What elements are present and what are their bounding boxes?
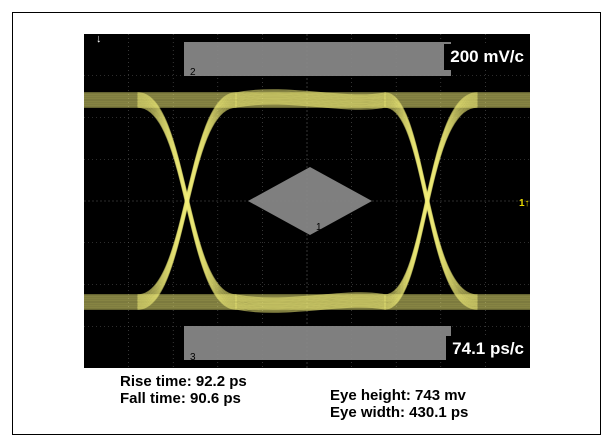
top-mask-region — [184, 42, 451, 76]
eye-diagram-plot: ↓ 2 1 3 — [84, 34, 530, 368]
eye-trace-segment — [384, 103, 478, 307]
rise-time-label: Rise time: 92.2 ps — [120, 373, 247, 390]
timing-measurements: Rise time: 92.2 ps Fall time: 90.6 ps — [120, 373, 247, 407]
eye-trace-segment — [384, 100, 478, 305]
oscilloscope-display: ↓ 2 1 3 200 mV/c 74.1 ps/c — [84, 34, 530, 368]
eye-trace-segment — [384, 96, 478, 300]
eye-trace-segment — [384, 97, 478, 302]
mask-label-3: 3 — [190, 352, 196, 363]
eye-height-label: Eye height: 743 mv — [330, 387, 466, 404]
eye-width-label: Eye width: 430.1 ps — [330, 404, 469, 421]
mask-label-1: 1 — [316, 222, 322, 233]
eye-trace-segment — [384, 93, 478, 298]
eye-trace-segment — [384, 104, 478, 309]
eye-trace-segment — [384, 95, 478, 299]
eye-trace-segment — [235, 306, 386, 313]
eye-trace-segment — [137, 106, 237, 310]
eye-trace-segment — [384, 99, 478, 303]
eye-trace-segment — [384, 99, 478, 303]
eye-trace-segment — [384, 95, 478, 299]
vertical-scale-readout: 200 mV/c — [444, 44, 530, 70]
eye-trace-segment — [384, 106, 478, 310]
eye-trace-segment — [235, 103, 386, 110]
eye-trace-segment — [384, 103, 478, 307]
bottom-mask-region — [184, 326, 451, 360]
center-mask-diamond — [248, 167, 372, 235]
eye-trace-segment — [384, 93, 478, 298]
fall-time-label: Fall time: 90.6 ps — [120, 390, 241, 407]
eye-trace-segment — [384, 104, 478, 309]
eye-trace-segment — [384, 102, 478, 306]
trigger-arrow-icon: ↓ — [96, 34, 102, 45]
eye-trace-segment — [384, 97, 478, 302]
eye-traces — [84, 89, 530, 313]
eye-trace-segment — [384, 102, 478, 306]
channel-ground-marker: 1↑ — [519, 198, 530, 209]
eye-measurements: Eye height: 743 mv Eye width: 430.1 ps — [330, 387, 468, 421]
eye-trace-segment — [384, 96, 478, 300]
eye-trace-segment — [384, 100, 478, 305]
horizontal-scale-readout: 74.1 ps/c — [446, 336, 530, 362]
mask-label-2: 2 — [190, 67, 196, 78]
